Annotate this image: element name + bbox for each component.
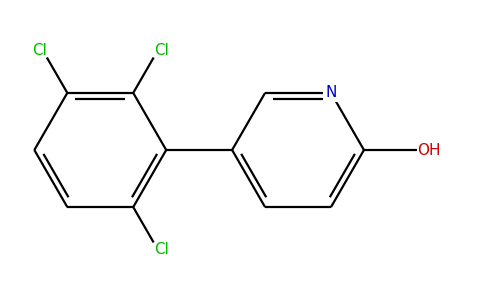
Text: OH: OH bbox=[417, 142, 440, 158]
Text: Cl: Cl bbox=[32, 43, 47, 58]
Text: Cl: Cl bbox=[153, 242, 168, 257]
Text: N: N bbox=[325, 85, 337, 100]
Text: Cl: Cl bbox=[153, 43, 168, 58]
